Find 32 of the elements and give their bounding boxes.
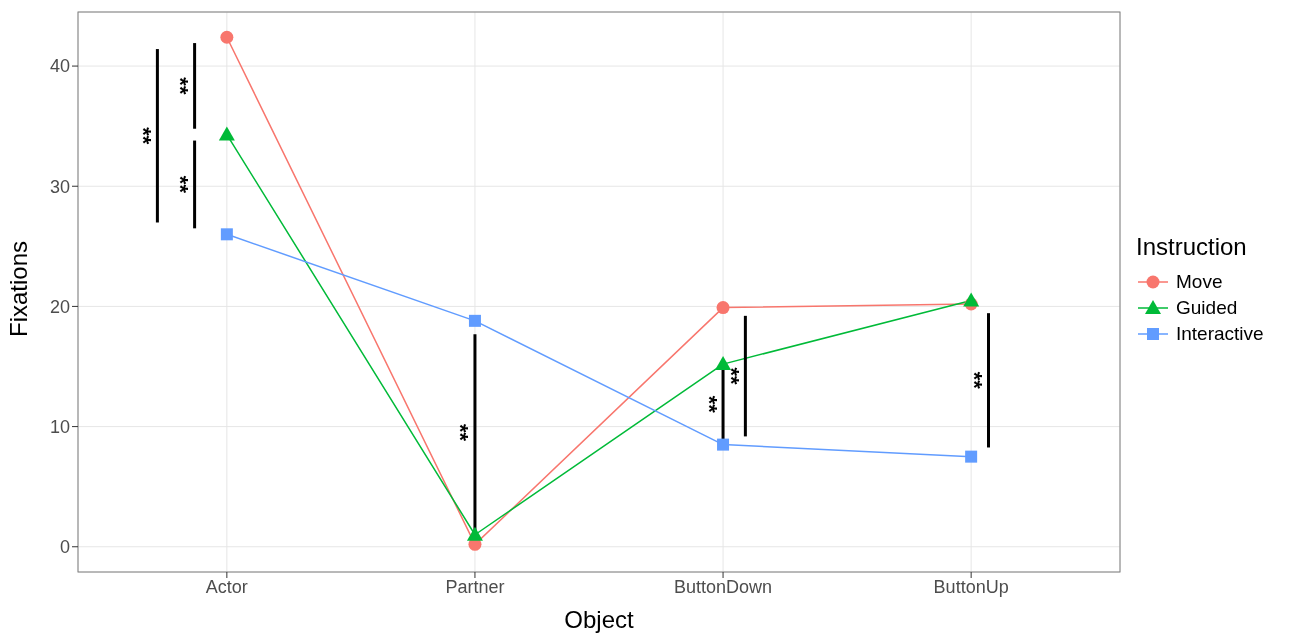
y-tick-label: 0 xyxy=(59,537,70,558)
annotation: ** xyxy=(448,424,474,442)
legend-label: Interactive xyxy=(1176,323,1264,345)
annotation: ** xyxy=(962,371,988,390)
x-axis-title: Object xyxy=(564,606,635,633)
x-tick-label: ButtonUp xyxy=(933,576,1009,597)
legend-title: Instruction xyxy=(1136,233,1248,261)
y-tick-label: 20 xyxy=(49,296,70,317)
point xyxy=(466,526,483,541)
point xyxy=(715,356,732,371)
y-tick-label: 10 xyxy=(49,416,70,437)
point xyxy=(965,450,978,463)
y-tick-label: 30 xyxy=(49,176,70,197)
point xyxy=(716,301,730,315)
point xyxy=(963,292,980,307)
annotation: ** xyxy=(130,127,156,145)
y-tick-label: 40 xyxy=(49,56,70,77)
y-axis-title: Fixations xyxy=(4,240,32,337)
x-tick-label: Actor xyxy=(205,576,248,597)
point xyxy=(218,126,235,141)
x-tick-label: ButtonDown xyxy=(674,576,773,597)
legend-label: Guided xyxy=(1176,297,1238,319)
annotation: ** xyxy=(168,77,194,95)
point xyxy=(220,30,234,44)
legend-label: Move xyxy=(1176,271,1223,293)
annotation: ** xyxy=(696,395,722,414)
x-tick-label: Partner xyxy=(445,576,505,597)
annotation: ** xyxy=(168,175,194,194)
annotation: ** xyxy=(718,367,744,386)
point xyxy=(220,228,233,241)
point xyxy=(468,314,481,327)
point xyxy=(717,438,730,451)
